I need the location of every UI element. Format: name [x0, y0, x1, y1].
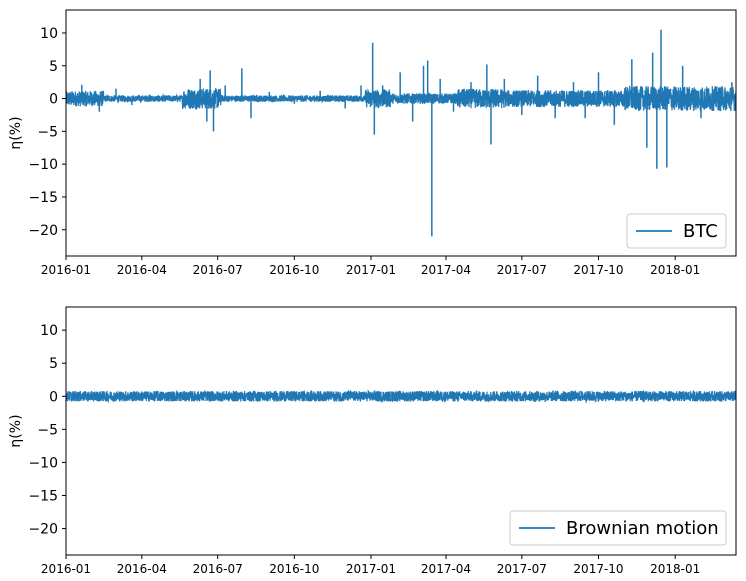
y-tick-label: −15	[28, 488, 58, 504]
y-tick-label: 10	[40, 323, 58, 339]
series-line-noise	[66, 84, 736, 112]
y-axis-label: η(%)	[8, 414, 24, 447]
legend-label: Brownian motion	[566, 518, 719, 539]
x-tick-label: 2016-10	[269, 562, 319, 576]
x-tick-label: 2017-10	[573, 562, 623, 576]
x-tick-label: 2017-01	[346, 263, 396, 277]
brownian-chart-panel: 10 5 0 −5 −10 −15 −20 2016-01 2016-04 2016-07 2016…	[8, 306, 737, 576]
x-tick-label: 2017-10	[573, 263, 623, 277]
axes-frame	[65, 9, 737, 257]
x-tick-label: 2016-07	[193, 562, 243, 576]
y-axis-label: η(%)	[8, 116, 24, 149]
x-tick-label: 2018-01	[650, 263, 700, 277]
y-tick-label: 0	[49, 389, 58, 405]
y-tick-label: −20	[28, 522, 58, 538]
axes-frame	[65, 306, 737, 556]
y-tick-label: 10	[40, 26, 58, 42]
x-tick-label: 2016-01	[41, 562, 91, 576]
x-tick-label: 2016-10	[269, 263, 319, 277]
series-line-noise	[66, 389, 736, 404]
x-tick-label: 2017-04	[421, 562, 471, 576]
x-tick-label: 2017-07	[497, 263, 547, 277]
y-tick-label: −15	[28, 190, 58, 206]
btc-chart-panel: 10 5 0 −5 −10 −15 −20 2016-01 2016-04 2016-07 2016…	[8, 9, 737, 277]
x-tick-label: 2016-01	[41, 263, 91, 277]
x-tick-label: 2017-04	[421, 263, 471, 277]
x-tick-label: 2016-07	[193, 263, 243, 277]
legend-box	[626, 213, 727, 249]
x-tick-label: 2016-04	[117, 263, 167, 277]
y-tick-label: −5	[37, 124, 58, 140]
x-tick-label: 2016-04	[117, 562, 167, 576]
y-tick-label: −10	[28, 157, 58, 173]
y-tick-label: −10	[28, 455, 58, 471]
y-tick-label: 5	[49, 356, 58, 372]
x-tick-label: 2017-01	[346, 562, 396, 576]
y-tick-label: −20	[28, 223, 58, 239]
y-tick-label: 5	[49, 59, 58, 75]
legend-box	[509, 510, 727, 546]
x-tick-label: 2017-07	[497, 562, 547, 576]
x-tick-label: 2018-01	[650, 562, 700, 576]
legend-label: BTC	[683, 221, 718, 242]
y-tick-label: −5	[37, 422, 58, 438]
y-tick-label: 0	[49, 92, 58, 108]
